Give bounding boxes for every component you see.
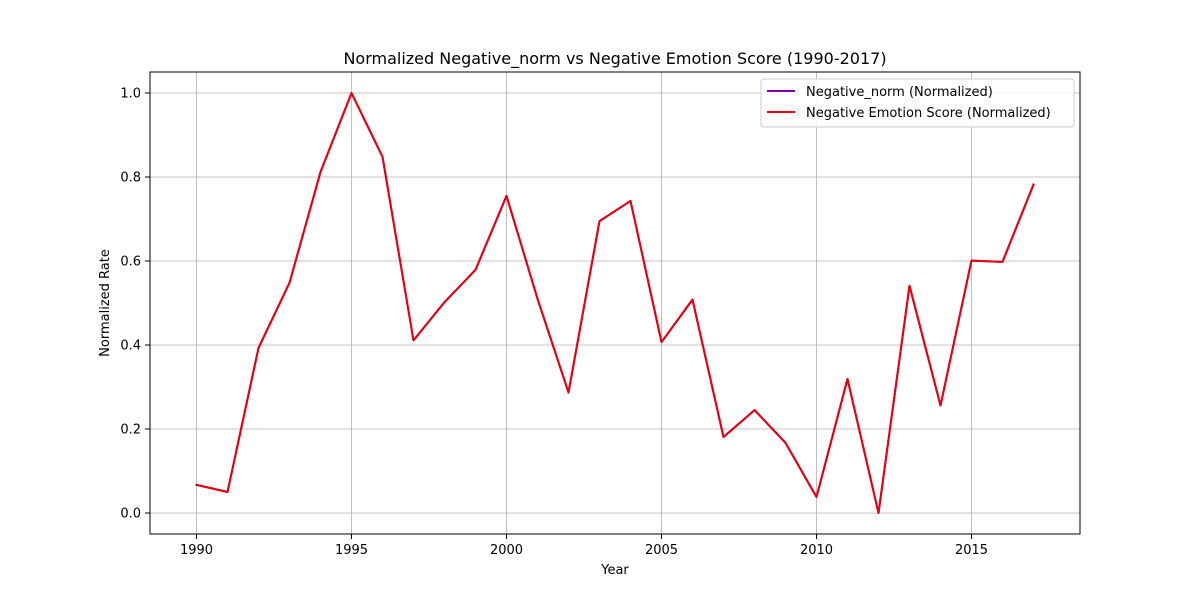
y-tick-label-2: 0.4 [120, 339, 141, 354]
chart-title: Normalized Negative_norm vs Negative Emo… [343, 49, 886, 69]
series-lines [195, 92, 1035, 514]
x-tick-label-2000: 2000 [490, 543, 523, 558]
legend-label-negative-emotion-score: Negative Emotion Score (Normalized) [806, 106, 1051, 121]
grid [150, 72, 1080, 534]
plot-frame [149, 71, 1081, 535]
x-tick-label-2005: 2005 [645, 543, 678, 558]
y-axis-label: Normalized Rate [98, 249, 113, 357]
axis-ticks: 1990 1995 2000 2005 2010 2015 0.0 0.2 0.4 0.6 0.8 1… [120, 87, 988, 559]
legend-label-negative-norm: Negative_norm (Normalized) [806, 85, 993, 100]
y-tick-label-3: 0.6 [120, 255, 141, 270]
series-line-negative-emotion-score [195, 92, 1035, 514]
legend: Negative_norm (Normalized) Negative Emot… [760, 78, 1075, 128]
x-tick-label-1995: 1995 [335, 543, 368, 558]
x-tick-label-2015: 2015 [955, 543, 988, 558]
y-tick-label-0: 0.0 [120, 507, 141, 522]
x-tick-label-1990: 1990 [180, 543, 213, 558]
x-tick-label-2010: 2010 [800, 543, 833, 558]
legend-box [760, 78, 1075, 128]
y-tick-label-5: 1.0 [120, 87, 141, 102]
x-axis-label: Year [600, 563, 629, 578]
y-tick-label-1: 0.2 [120, 423, 141, 438]
y-tick-label-4: 0.8 [120, 171, 141, 186]
